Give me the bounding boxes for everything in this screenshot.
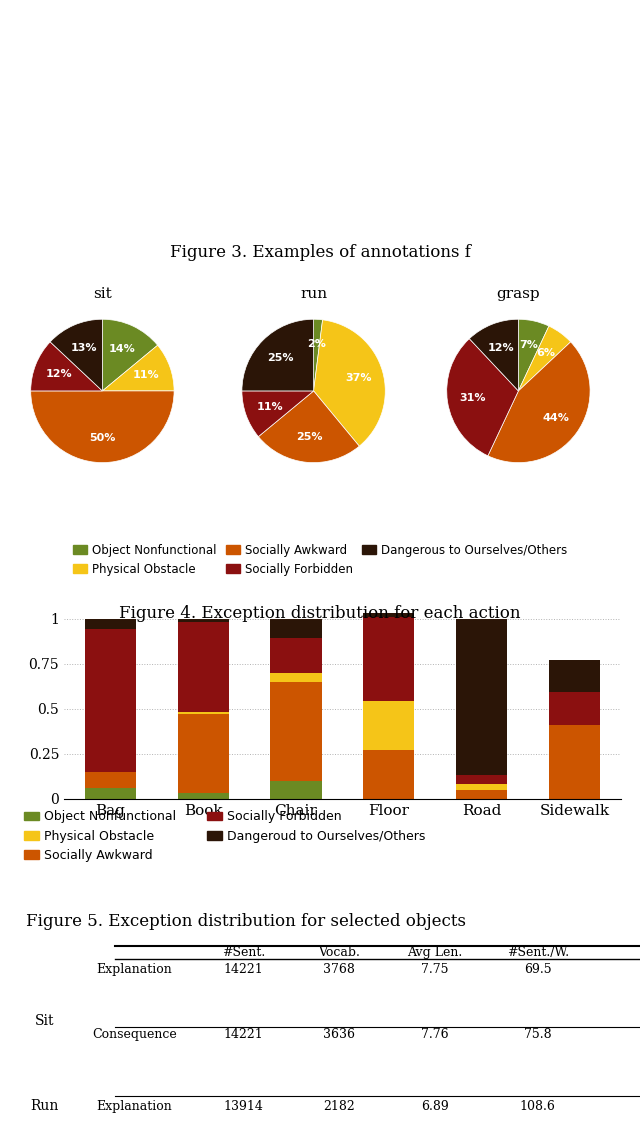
Bar (456, 790, 507, 799)
Bar (364, 701, 414, 750)
Text: Figure 4. Exception distribution for each action: Figure 4. Exception distribution for eac… (119, 605, 521, 622)
Text: Run: Run (31, 1099, 59, 1114)
Bar (178, 714, 228, 793)
Bar (364, 750, 414, 799)
Title: grasp: grasp (497, 287, 540, 302)
Text: 2%: 2% (307, 340, 326, 350)
Bar (549, 724, 600, 799)
Text: 2182: 2182 (323, 1100, 355, 1113)
Text: 7.76: 7.76 (421, 1028, 449, 1041)
Bar (271, 781, 321, 799)
Bar (271, 673, 321, 682)
Text: 13914: 13914 (223, 1100, 263, 1113)
Bar (456, 784, 507, 790)
Wedge shape (31, 390, 174, 462)
Text: 3768: 3768 (323, 963, 355, 976)
Text: Consequence: Consequence (92, 1028, 177, 1041)
Bar (85, 772, 136, 788)
Legend: Object Nonfunctional, Physical Obstacle, Socially Awkward, Socially Forbidden, D: Object Nonfunctional, Physical Obstacle,… (68, 539, 572, 580)
Text: Avg Len.: Avg Len. (408, 946, 463, 958)
Bar (271, 619, 321, 638)
Text: #Sent./W.: #Sent./W. (506, 946, 569, 958)
Bar (271, 682, 321, 781)
Text: Vocab.: Vocab. (318, 946, 360, 958)
Bar (271, 638, 321, 673)
Wedge shape (31, 342, 102, 390)
Wedge shape (314, 319, 385, 447)
Text: 11%: 11% (133, 370, 159, 380)
Wedge shape (447, 339, 518, 456)
Bar (178, 712, 228, 714)
Text: 108.6: 108.6 (520, 1100, 556, 1113)
Text: 31%: 31% (459, 394, 486, 403)
Wedge shape (50, 319, 102, 390)
Wedge shape (488, 342, 590, 462)
Text: Explanation: Explanation (97, 963, 172, 976)
Bar (456, 775, 507, 784)
Bar (178, 793, 228, 799)
Text: 13%: 13% (70, 343, 97, 353)
Title: sit: sit (93, 287, 112, 302)
Bar (364, 616, 414, 701)
Wedge shape (102, 319, 157, 390)
Text: 3636: 3636 (323, 1028, 355, 1041)
Bar (85, 629, 136, 772)
Bar (364, 592, 414, 616)
Text: 6%: 6% (536, 349, 556, 358)
Text: 11%: 11% (257, 402, 283, 412)
Text: #Sent.: #Sent. (221, 946, 265, 958)
Wedge shape (518, 319, 549, 390)
Text: Explanation: Explanation (97, 1100, 172, 1113)
Bar (549, 660, 600, 692)
Text: 25%: 25% (296, 432, 323, 442)
Wedge shape (469, 319, 518, 390)
Text: 14221: 14221 (223, 963, 263, 976)
Bar (549, 692, 600, 724)
Title: run: run (300, 287, 327, 302)
Wedge shape (314, 319, 323, 390)
Wedge shape (518, 326, 571, 390)
Bar (178, 619, 228, 622)
Legend: Object Nonfunctional, Physical Obstacle, Socially Awkward, Socially Forbidden, D: Object Nonfunctional, Physical Obstacle,… (19, 806, 431, 866)
Text: 75.8: 75.8 (524, 1028, 552, 1041)
Text: 14%: 14% (109, 344, 136, 353)
Text: 6.89: 6.89 (421, 1100, 449, 1113)
Text: Figure 3. Examples of annotations f: Figure 3. Examples of annotations f (170, 244, 470, 261)
Text: 7%: 7% (519, 341, 538, 351)
Wedge shape (259, 390, 359, 462)
Text: Figure 5. Exception distribution for selected objects: Figure 5. Exception distribution for sel… (26, 914, 466, 930)
Text: 44%: 44% (543, 413, 570, 423)
Wedge shape (102, 345, 174, 390)
Text: 50%: 50% (89, 432, 116, 442)
Bar (85, 619, 136, 629)
Text: 12%: 12% (46, 369, 72, 379)
Text: 7.75: 7.75 (422, 963, 449, 976)
Wedge shape (242, 319, 314, 390)
Bar (178, 622, 228, 712)
Text: Sit: Sit (35, 1014, 54, 1028)
Text: 69.5: 69.5 (524, 963, 552, 976)
Wedge shape (242, 390, 314, 437)
Text: 37%: 37% (345, 374, 372, 382)
Text: 25%: 25% (268, 353, 294, 363)
Bar (85, 788, 136, 799)
Bar (456, 619, 507, 775)
Text: 14221: 14221 (223, 1028, 263, 1041)
Text: 12%: 12% (488, 343, 515, 352)
